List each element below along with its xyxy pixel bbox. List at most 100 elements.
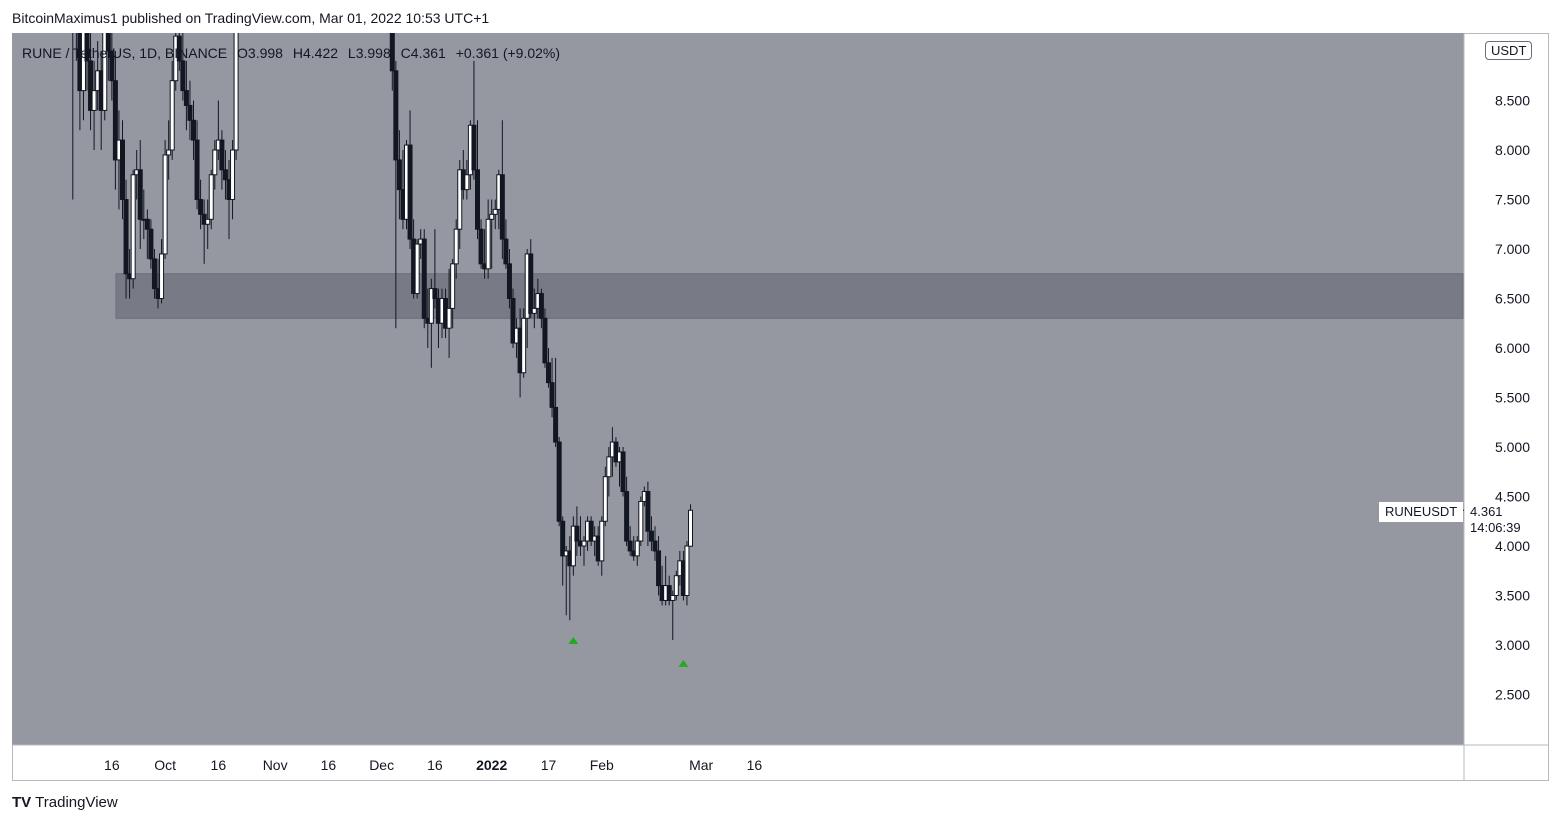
candle [673,570,679,601]
candle-body-up [581,540,587,547]
tradingview-logo[interactable]: TV TradingView [12,794,118,811]
candle [109,33,115,101]
candle-body-down [560,520,566,557]
candle [599,516,605,576]
candle [492,199,498,230]
candle-body-up [602,476,608,522]
candle-body-up [485,218,491,270]
candle-body-down [648,530,654,542]
price-tick-label: 7.500 [1495,192,1530,208]
low-value: 3.998 [355,45,391,61]
candle-body-down [88,60,94,111]
candle-body-up [634,540,640,557]
low-label: L [347,45,356,61]
candle [475,120,480,240]
candle [120,120,125,220]
candle-body-down [105,33,111,52]
candle-body-up [492,208,498,215]
candle [602,466,608,527]
candle-body-down [549,382,555,408]
candle [407,110,413,249]
candle [191,100,196,160]
candle-body-down [222,169,228,181]
currency-unit-badge[interactable]: USDT [1485,41,1533,60]
candle-body-down [506,263,512,300]
candle-body-up [212,149,218,176]
candle-body-down [389,33,395,72]
candle [88,33,94,131]
price-tick-label: 7.000 [1495,241,1530,257]
candle [634,536,640,566]
candle-body-up [673,575,679,597]
price-tick-label: 3.500 [1495,588,1530,604]
candle-body-up [450,263,456,309]
candle-body-down [620,451,626,493]
candle-body-down [588,520,594,542]
price-tick-label: 8.500 [1495,93,1530,109]
candle-body-down [120,139,125,200]
candle-body-down [393,70,399,161]
tradingview-mark-icon: TV [12,794,32,811]
price-tick-label: 8.000 [1495,142,1530,158]
candle-body-up [159,253,165,299]
candle [389,33,395,91]
candle-body-up [446,307,452,329]
price-chart[interactable]: 98.5008.0007.5007.0006.5006.0005.5005.00… [12,33,1549,781]
candle-body-up [91,90,97,111]
candle [531,288,537,329]
candle-body-down [627,540,633,552]
candle-body-up [130,174,136,280]
candle [112,51,118,190]
candle [652,526,658,561]
candle-body-down [471,124,477,171]
candle [183,60,189,131]
candle-body-down [666,585,672,601]
candle [670,590,676,641]
candle-body-down [652,540,658,552]
time-tick-label: 16 [427,757,443,773]
candle [91,60,97,150]
candle [528,239,534,319]
candle [620,447,626,497]
candle-body-down [144,218,150,230]
time-tick-label: 16 [104,757,120,773]
candle-body-up [531,307,537,314]
candle [180,33,186,101]
candle [624,476,630,546]
time-tick-label: 16 [747,757,763,773]
candle-body-up [688,509,693,547]
last-price-value: 4.361 [1470,504,1503,519]
candle [414,239,420,299]
candle [102,33,108,121]
candle-body-down [148,228,154,260]
candle [159,239,165,304]
candle [421,229,427,329]
candle-body-down [538,293,544,319]
candle-body-up [670,595,676,601]
candle [84,33,90,91]
symbol-label[interactable]: RUNE / TetherUS, 1D, BINANCE [22,45,228,61]
candle [453,219,459,279]
candle [489,199,495,269]
candle-body-up [457,169,463,230]
candle-body-up [453,228,459,265]
candle-body-down [478,228,484,265]
candle [105,33,111,81]
candle-body-up [230,149,236,200]
candle-body-down [656,550,662,587]
candle [546,348,551,388]
candle [627,526,633,556]
time-tick-label: Nov [263,757,288,773]
candle [471,60,477,180]
candle [169,60,175,160]
candle [570,516,576,576]
candle-body-down [151,258,157,290]
candle-body-down [645,491,651,532]
candle-body-down [396,159,402,191]
candle-body-down [137,169,143,220]
time-tick-label: 2022 [476,757,507,773]
price-tick-label: 3.000 [1495,637,1530,653]
price-tick-label: 2.500 [1495,687,1530,703]
candle-body-down [112,80,118,161]
candle [428,278,434,368]
